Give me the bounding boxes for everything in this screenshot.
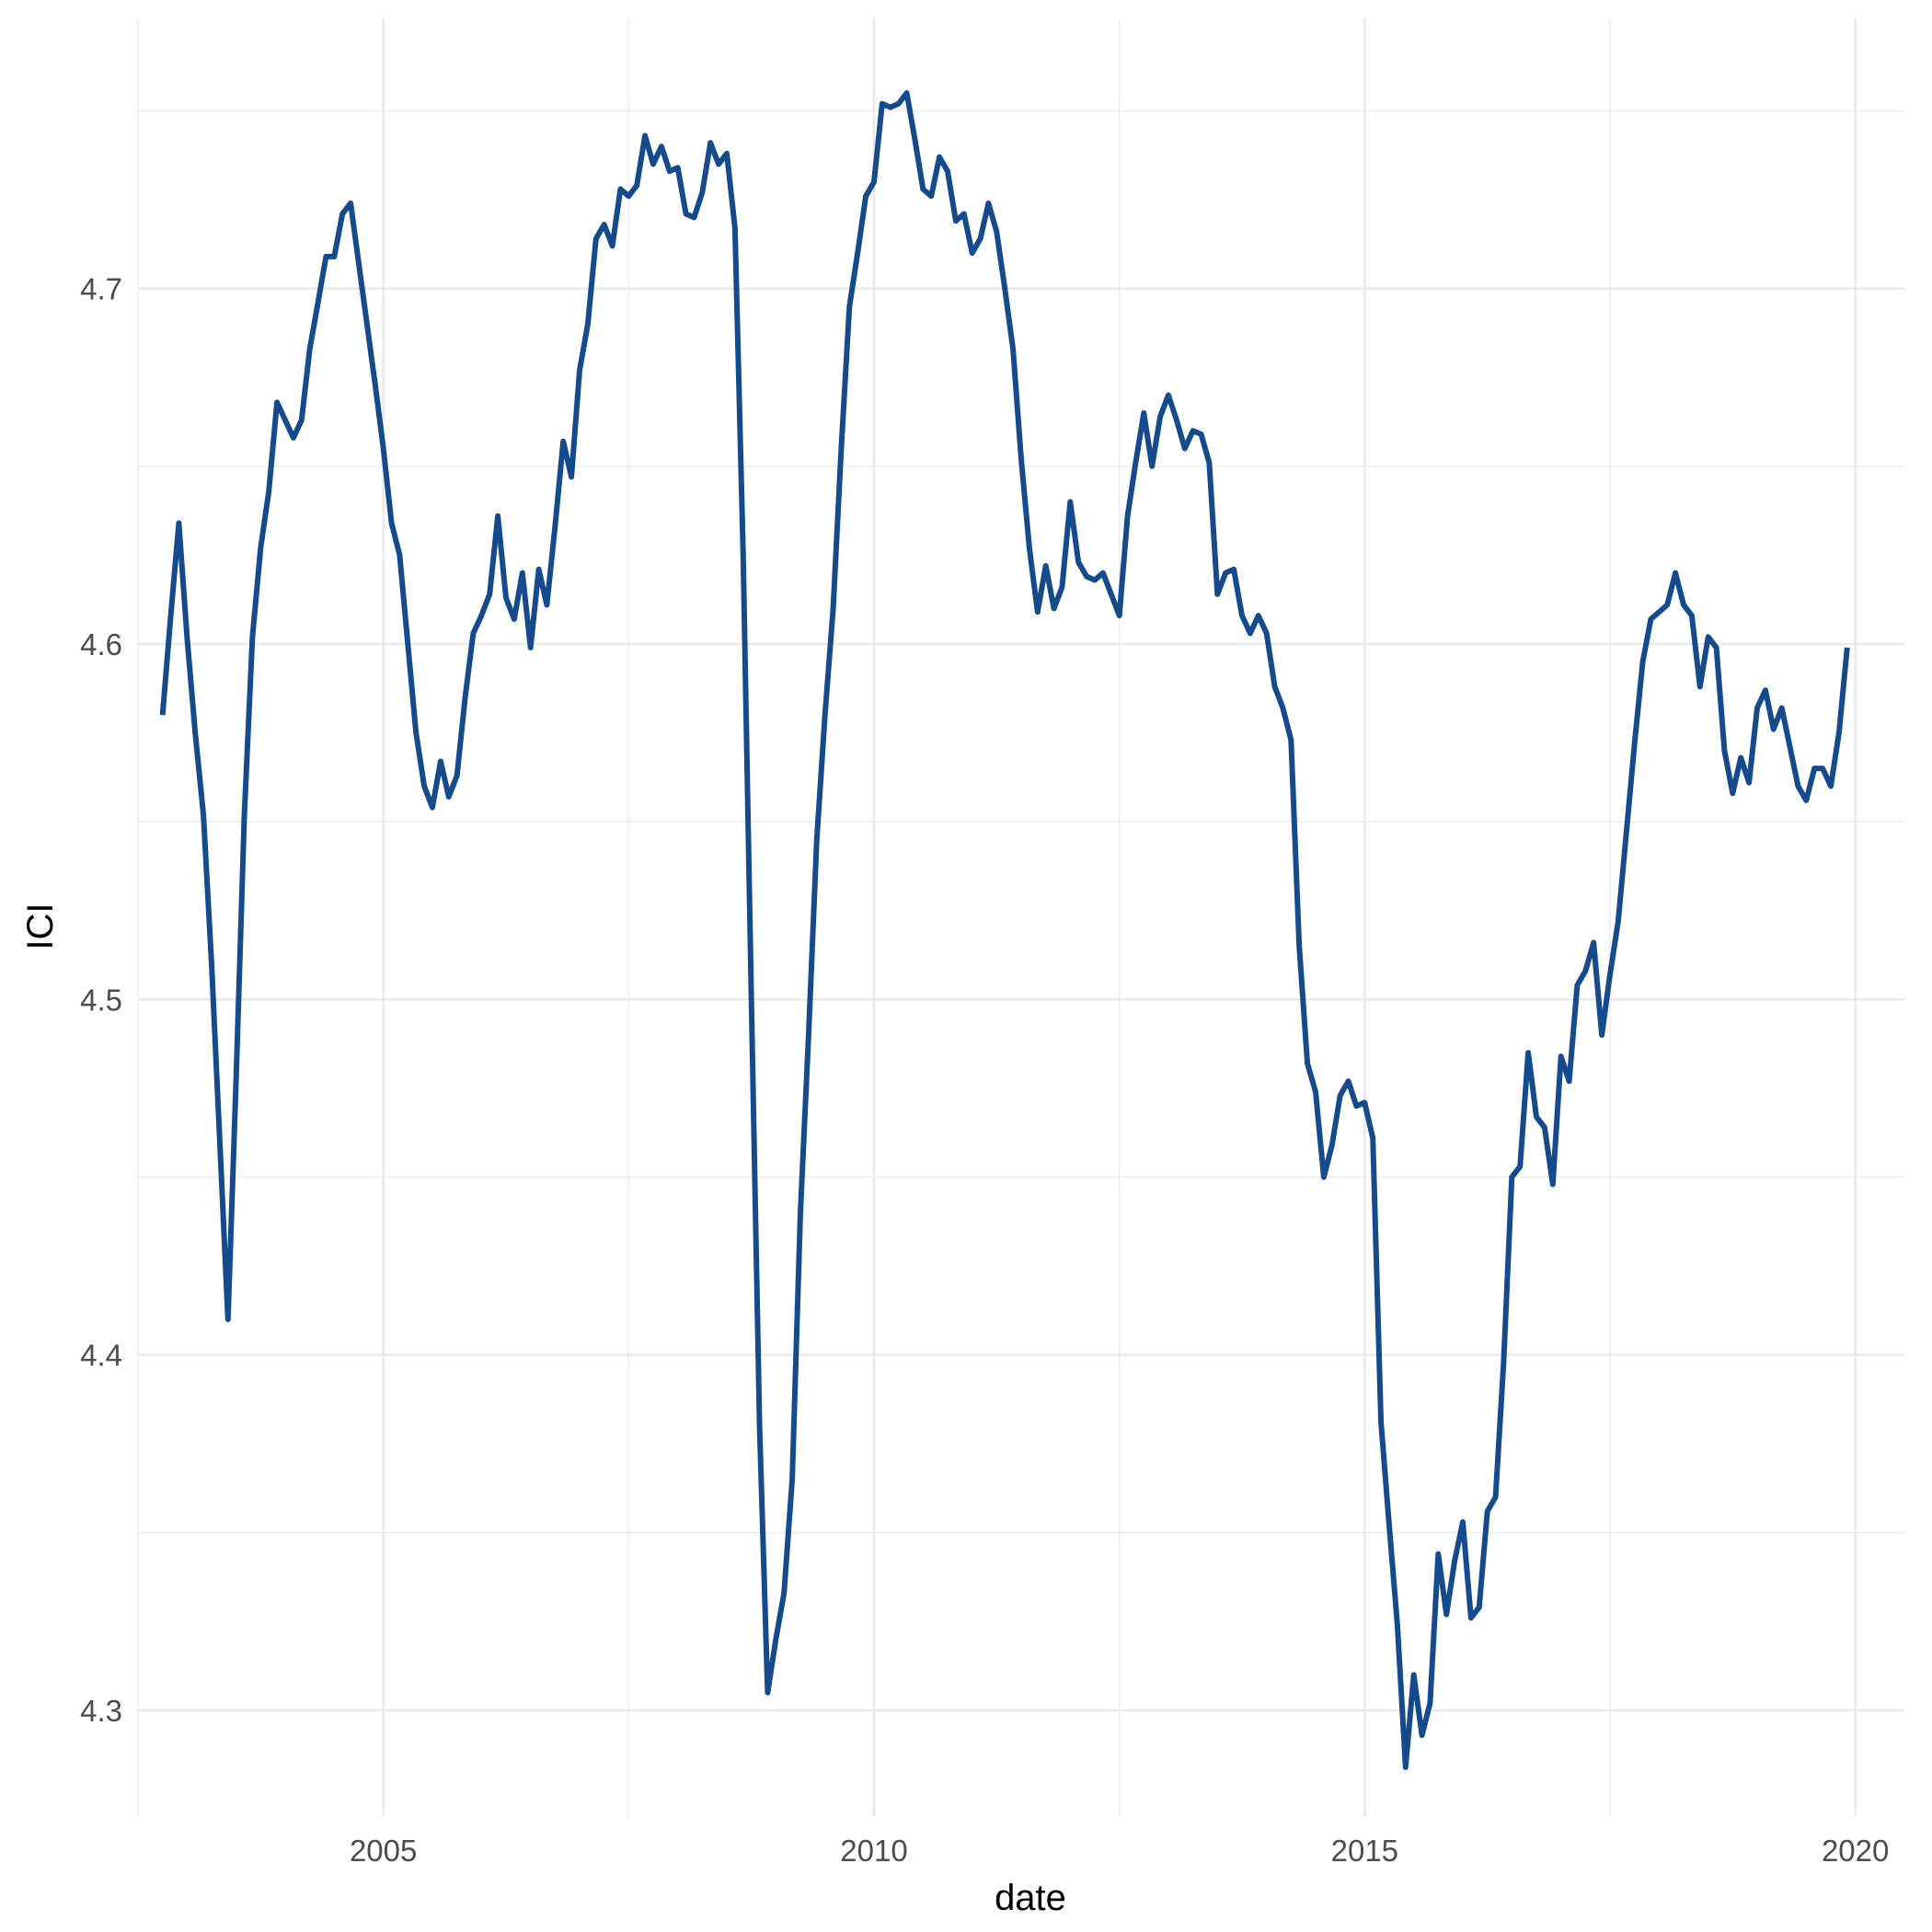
y-axis-title: ICI [20,903,61,949]
y-tick-label: 4.5 [80,983,122,1017]
y-axis-tick-labels: 4.3 4.4 4.5 4.6 4.7 [80,272,122,1728]
x-axis-tick-labels: 2005 2010 2015 2020 [350,1834,1889,1868]
ici-series-line [159,90,1850,1770]
minor-gridlines [137,18,1904,1817]
x-tick-label: 2015 [1331,1834,1398,1868]
y-tick-label: 4.7 [80,272,122,306]
y-tick-label: 4.6 [80,627,122,661]
y-tick-label: 4.3 [80,1694,122,1728]
x-tick-label: 2010 [840,1834,907,1868]
x-tick-label: 2020 [1822,1834,1889,1868]
major-gridlines [138,18,1904,1817]
y-tick-label: 4.4 [80,1339,122,1373]
x-tick-label: 2005 [350,1834,417,1868]
x-axis-title: date [995,1878,1066,1918]
